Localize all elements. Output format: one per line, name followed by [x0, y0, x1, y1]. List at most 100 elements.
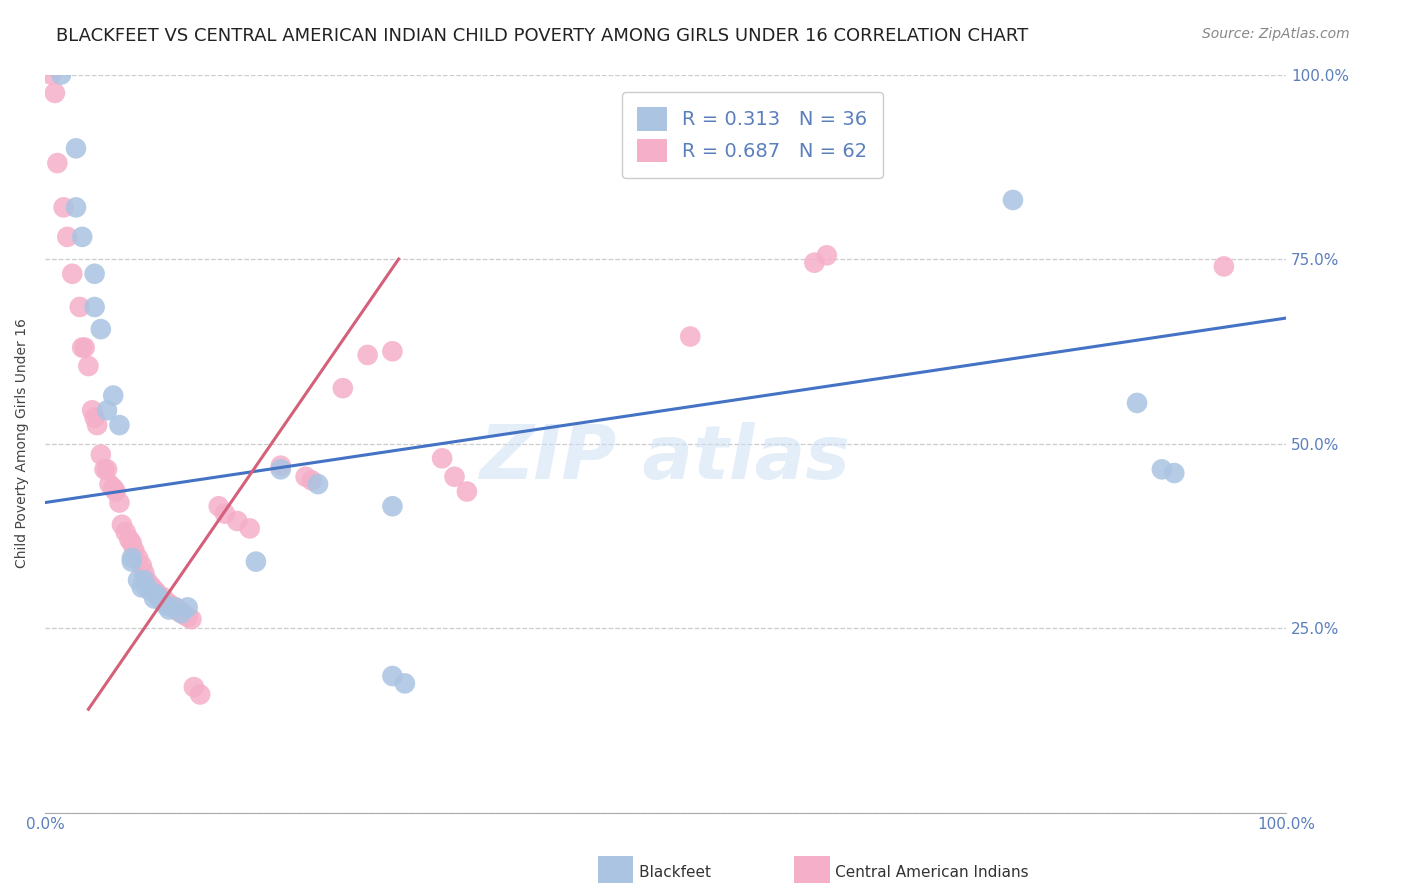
- Point: [96, 403, 118, 417]
- Point: [176, 600, 198, 615]
- Point: [44, 86, 66, 100]
- Point: [239, 521, 262, 535]
- Point: [1163, 466, 1185, 480]
- Point: [65, 141, 87, 155]
- Text: Central American Indians: Central American Indians: [801, 865, 1029, 880]
- Point: [226, 514, 249, 528]
- Point: [69, 300, 91, 314]
- Point: [145, 585, 167, 599]
- Text: BLACKFEET VS CENTRAL AMERICAN INDIAN CHILD POVERTY AMONG GIRLS UNDER 16 CORRELAT: BLACKFEET VS CENTRAL AMERICAN INDIAN CHI…: [56, 27, 1029, 45]
- Point: [121, 550, 143, 565]
- Point: [188, 688, 211, 702]
- Point: [394, 676, 416, 690]
- Point: [103, 388, 125, 402]
- Text: Blackfeet: Blackfeet: [605, 865, 710, 880]
- Point: [170, 605, 193, 619]
- Point: [176, 610, 198, 624]
- Point: [39, 68, 62, 82]
- Point: [180, 612, 202, 626]
- Point: [52, 200, 75, 214]
- Point: [93, 462, 115, 476]
- Point: [124, 543, 146, 558]
- Point: [145, 588, 167, 602]
- Point: [131, 581, 153, 595]
- Point: [167, 605, 190, 619]
- Point: [90, 322, 112, 336]
- Point: [56, 230, 79, 244]
- Point: [103, 481, 125, 495]
- Point: [143, 591, 166, 606]
- Point: [60, 267, 83, 281]
- Point: [245, 555, 267, 569]
- Point: [160, 600, 183, 615]
- Legend: R = 0.313   N = 36, R = 0.687   N = 62: R = 0.313 N = 36, R = 0.687 N = 62: [621, 92, 883, 178]
- Point: [73, 341, 96, 355]
- Point: [83, 267, 105, 281]
- Point: [143, 582, 166, 597]
- Point: [456, 484, 478, 499]
- Point: [155, 599, 177, 613]
- Point: [430, 451, 453, 466]
- Point: [148, 590, 170, 604]
- Point: [134, 566, 156, 580]
- Point: [148, 591, 170, 606]
- Text: ZIP atlas: ZIP atlas: [479, 422, 851, 495]
- Point: [134, 573, 156, 587]
- Point: [83, 410, 105, 425]
- Point: [1126, 396, 1149, 410]
- Point: [214, 507, 236, 521]
- Point: [121, 555, 143, 569]
- Point: [208, 500, 231, 514]
- Point: [82, 403, 104, 417]
- Point: [118, 533, 141, 547]
- Point: [679, 329, 702, 343]
- Point: [121, 536, 143, 550]
- Point: [90, 448, 112, 462]
- Point: [381, 669, 404, 683]
- Point: [96, 462, 118, 476]
- Point: [108, 495, 131, 509]
- Point: [152, 590, 174, 604]
- Point: [157, 597, 180, 611]
- Point: [155, 595, 177, 609]
- Point: [152, 595, 174, 609]
- Point: [1212, 260, 1234, 274]
- Point: [131, 558, 153, 573]
- Point: [173, 607, 195, 622]
- Point: [815, 248, 838, 262]
- Point: [381, 344, 404, 359]
- Point: [139, 578, 162, 592]
- Point: [135, 581, 157, 595]
- Point: [70, 341, 93, 355]
- Point: [86, 418, 108, 433]
- Point: [157, 602, 180, 616]
- Text: Source: ZipAtlas.com: Source: ZipAtlas.com: [1202, 27, 1350, 41]
- Point: [1150, 462, 1173, 476]
- Point: [114, 525, 136, 540]
- Point: [332, 381, 354, 395]
- Point: [183, 680, 205, 694]
- Point: [127, 573, 149, 587]
- Point: [98, 477, 121, 491]
- Point: [170, 607, 193, 621]
- Point: [127, 550, 149, 565]
- Point: [381, 500, 404, 514]
- Point: [46, 156, 69, 170]
- Point: [83, 300, 105, 314]
- Point: [165, 600, 187, 615]
- Point: [301, 474, 323, 488]
- Point: [135, 573, 157, 587]
- Point: [65, 200, 87, 214]
- Point: [270, 462, 292, 476]
- Point: [108, 418, 131, 433]
- Point: [77, 359, 100, 373]
- Point: [104, 484, 127, 499]
- Point: [270, 458, 292, 473]
- Point: [307, 477, 329, 491]
- Point: [803, 256, 825, 270]
- Point: [49, 68, 72, 82]
- Point: [70, 230, 93, 244]
- Point: [111, 517, 134, 532]
- Point: [165, 600, 187, 615]
- Point: [1001, 193, 1024, 207]
